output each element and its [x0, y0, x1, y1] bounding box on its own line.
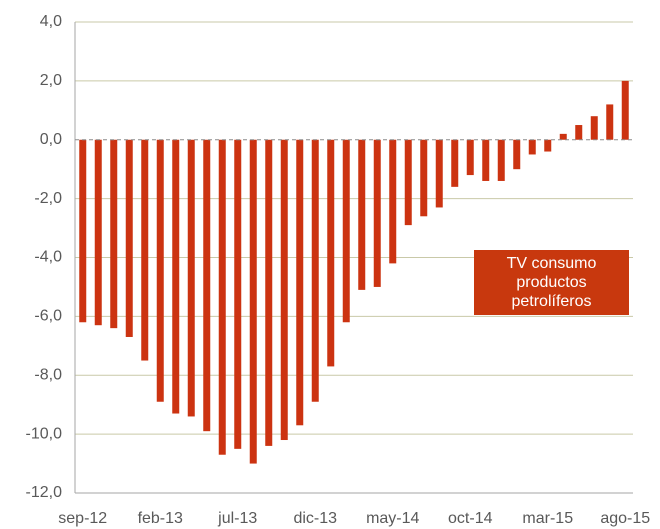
- bar: [435, 139, 443, 208]
- bar: [404, 139, 412, 226]
- bar: [79, 139, 87, 323]
- bar: [342, 139, 350, 323]
- bar: [466, 139, 474, 176]
- bar: [110, 139, 118, 329]
- y-tick-label: -12,0: [26, 484, 63, 501]
- bar: [234, 139, 242, 449]
- bar: [296, 139, 304, 426]
- x-tick-label: sep-12: [58, 510, 107, 527]
- bar: [203, 139, 211, 432]
- bar: [265, 139, 273, 446]
- bar: [559, 133, 567, 140]
- bar: [513, 139, 521, 170]
- bar: [606, 104, 614, 140]
- bar: [621, 80, 629, 140]
- y-tick-label: -10,0: [26, 425, 63, 442]
- bar: [528, 139, 536, 155]
- bar: [451, 139, 459, 187]
- bar: [94, 139, 102, 326]
- y-tick-label: 4,0: [40, 13, 62, 30]
- bar: [497, 139, 505, 181]
- x-tick-label: dic-13: [293, 510, 337, 527]
- x-tick-label: may-14: [366, 510, 419, 527]
- x-tick-label: jul-13: [217, 510, 257, 527]
- bar: [358, 139, 366, 290]
- bar: [482, 139, 490, 181]
- y-tick-label: -2,0: [34, 190, 62, 207]
- y-tick-label: 2,0: [40, 72, 62, 89]
- bar: [249, 139, 257, 464]
- bar: [575, 125, 583, 140]
- bar: [420, 139, 428, 217]
- y-tick-label: -8,0: [34, 366, 62, 383]
- bar: [373, 139, 381, 287]
- bar: [389, 139, 397, 264]
- bar: [125, 139, 133, 337]
- x-tick-label: oct-14: [448, 510, 493, 527]
- bar: [218, 139, 226, 455]
- bar: [156, 139, 164, 402]
- bar: [187, 139, 195, 417]
- x-tick-label: ago-15: [600, 510, 650, 527]
- y-tick-label: -4,0: [34, 249, 62, 266]
- bar: [172, 139, 180, 414]
- x-tick-label: mar-15: [522, 510, 573, 527]
- bar: [544, 139, 552, 152]
- legend: TV consumo productos petrolíferos: [474, 250, 629, 315]
- bar: [311, 139, 319, 402]
- bar: [327, 139, 335, 367]
- y-tick-label: -6,0: [34, 308, 62, 325]
- x-tick-label: feb-13: [138, 510, 183, 527]
- bar: [141, 139, 149, 361]
- bar: [280, 139, 288, 441]
- y-tick-label: 0,0: [40, 131, 62, 148]
- bar: [590, 116, 598, 140]
